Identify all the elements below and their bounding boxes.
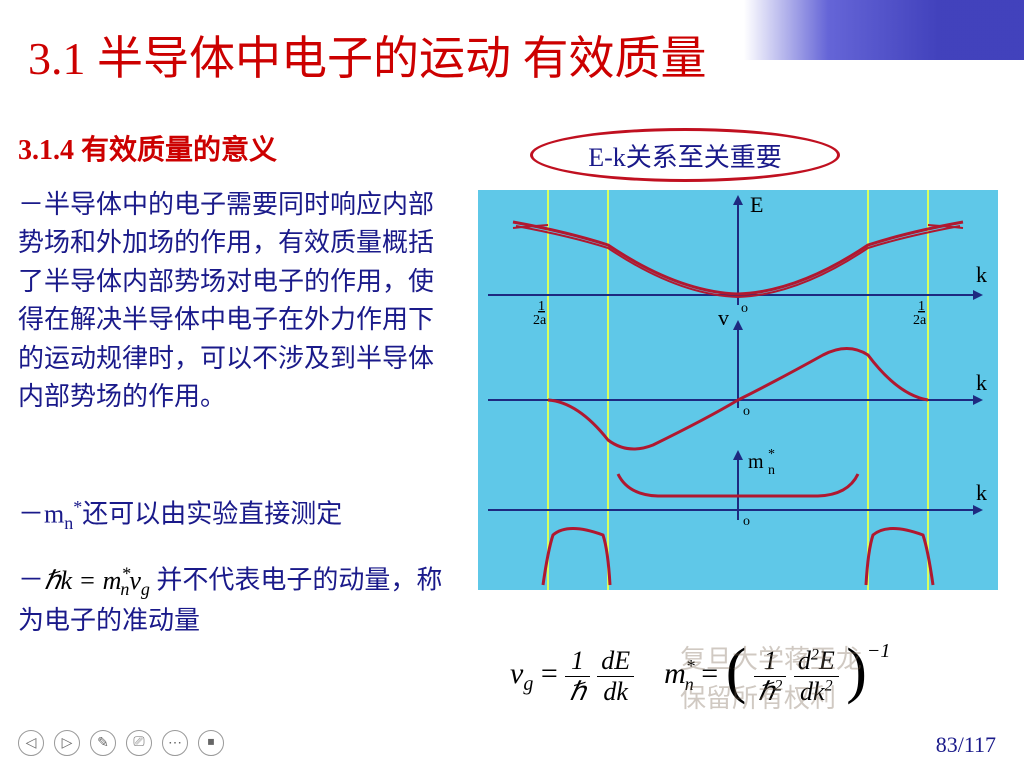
nav-pen-icon[interactable]: ✎ — [90, 730, 116, 756]
paragraph-2: －mn*还可以由实验直接测定 — [18, 494, 448, 536]
nav-prev-icon[interactable]: ◁ — [18, 730, 44, 756]
p3-eq2: v — [129, 566, 141, 595]
nav-bar: ◁ ▷ ✎ ⎚ ⋯ ⏹ — [18, 730, 224, 756]
ek-diagram: E k o 1 2a 1 2a v k o m * n k o — [478, 190, 998, 590]
eq-frac1: 1ℏ — [565, 646, 589, 707]
svg-text:1: 1 — [918, 299, 925, 314]
p3-eq-sub: n — [120, 579, 129, 599]
label-m: m — [748, 451, 764, 473]
svg-text:1: 1 — [538, 299, 545, 314]
p2-sup: * — [73, 497, 82, 517]
annotation-text: E-k关系至关重要 — [588, 137, 782, 174]
watermark-l1: 复旦大学蒋玉龙 — [680, 640, 862, 679]
eq-lhs-sub: g — [523, 673, 533, 695]
eq-lhs: v — [510, 657, 523, 690]
svg-text:2a: 2a — [913, 313, 927, 328]
p2-pre: －m — [18, 500, 64, 529]
nav-more-icon[interactable]: ⋯ — [162, 730, 188, 756]
label-k2: k — [976, 370, 987, 395]
watermark: 复旦大学蒋玉龙 保留所有权利 — [680, 640, 862, 718]
p2-post: 还可以由实验直接测定 — [82, 500, 342, 529]
svg-text:*: * — [768, 447, 775, 462]
annotation-callout: E-k关系至关重要 — [530, 128, 840, 182]
nav-next-icon[interactable]: ▷ — [54, 730, 80, 756]
p3-pre: － — [18, 566, 44, 595]
label-k1: k — [976, 262, 987, 287]
slide-title: 3.1 半导体中电子的运动 有效质量 — [28, 22, 707, 88]
p2-sub: n — [64, 513, 73, 533]
page-number: 83/117 — [936, 732, 996, 758]
nav-end-icon[interactable]: ⏹ — [198, 730, 224, 756]
label-k3: k — [976, 480, 987, 505]
nav-screen-icon[interactable]: ⎚ — [126, 730, 152, 756]
p3-eq: ℏk = m — [44, 566, 121, 595]
svg-text:o: o — [741, 301, 748, 316]
p3-eq2-sub: g — [141, 579, 150, 599]
svg-text:n: n — [768, 463, 775, 478]
svg-text:2a: 2a — [533, 313, 547, 328]
label-E: E — [750, 192, 763, 217]
section-subtitle: 3.1.4 有效质量的意义 — [18, 128, 277, 168]
eq-exp: −1 — [867, 640, 891, 662]
top-banner — [744, 0, 1024, 60]
eq-frac2: dEdk — [597, 646, 634, 707]
svg-text:o: o — [743, 514, 750, 529]
svg-text:o: o — [743, 404, 750, 419]
paragraph-1: －半导体中的电子需要同时响应内部势场和外加场的作用，有效质量概括了半导体内部势场… — [18, 186, 448, 417]
label-v: v — [718, 305, 729, 330]
paragraph-3: －ℏk = m*nvg 并不代表电子的动量，称为电子的准动量 — [18, 560, 458, 641]
watermark-l2: 保留所有权利 — [680, 679, 862, 718]
